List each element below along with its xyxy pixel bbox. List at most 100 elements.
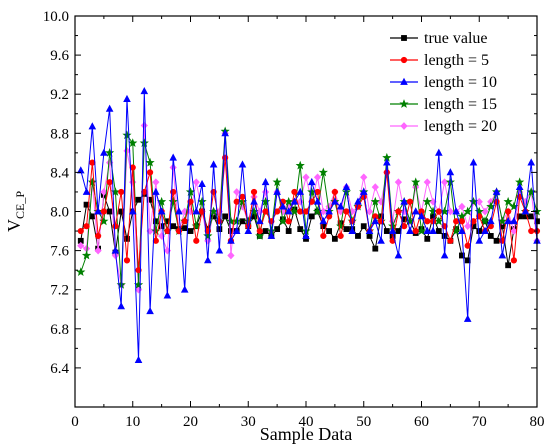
- data-point: [476, 228, 483, 234]
- data-point: [76, 267, 86, 277]
- data-point: [463, 314, 472, 322]
- data-point: [216, 226, 223, 232]
- data-point: [458, 226, 466, 234]
- data-point: [139, 138, 149, 147]
- data-point: [342, 182, 351, 190]
- data-point: [505, 262, 512, 269]
- data-point: [423, 178, 431, 187]
- data-point: [77, 227, 84, 235]
- y-tick-label: 8.8: [50, 126, 69, 142]
- legend-item: true value: [390, 30, 488, 47]
- legend-label: length = 10: [424, 74, 497, 91]
- data-point: [457, 211, 467, 221]
- data-point: [521, 207, 530, 215]
- data-point: [244, 226, 253, 234]
- data-point: [510, 227, 518, 235]
- legend-marker: [399, 99, 409, 108]
- data-point: [503, 196, 513, 206]
- data-point: [307, 177, 316, 186]
- x-tick-label: 30: [241, 414, 256, 430]
- data-point: [383, 158, 391, 166]
- legend-item: length = 5: [390, 52, 489, 69]
- series-line-length-10: [80, 91, 538, 361]
- data-point: [145, 157, 155, 167]
- series-length-10: [76, 87, 541, 363]
- data-point: [446, 168, 455, 176]
- y-tick-label: 9.6: [50, 48, 69, 64]
- data-point: [429, 218, 437, 225]
- data-point: [94, 232, 102, 240]
- data-point: [134, 355, 143, 363]
- data-point: [168, 196, 178, 206]
- data-point: [337, 232, 344, 240]
- data-point: [290, 197, 299, 205]
- data-point: [406, 226, 414, 234]
- data-point: [250, 197, 258, 205]
- series-layer: [76, 87, 542, 363]
- data-point: [354, 197, 362, 205]
- data-point: [273, 187, 281, 195]
- data-point: [106, 179, 113, 186]
- data-point: [87, 177, 97, 187]
- data-point: [209, 160, 218, 168]
- data-point: [302, 231, 310, 239]
- data-point: [474, 206, 484, 216]
- data-point: [318, 167, 328, 177]
- data-point: [355, 233, 361, 239]
- y-tick-label: 7.6: [50, 244, 69, 260]
- data-point: [164, 227, 171, 235]
- data-point: [365, 226, 374, 234]
- y-tick-label: 7.2: [50, 283, 69, 299]
- data-point: [262, 208, 269, 215]
- data-point: [222, 154, 229, 161]
- data-point: [239, 193, 246, 200]
- data-point: [416, 226, 427, 235]
- data-point: [180, 285, 189, 293]
- data-point: [360, 223, 367, 230]
- data-point: [325, 207, 333, 215]
- data-point: [337, 207, 345, 216]
- data-point: [492, 187, 501, 195]
- data-point: [504, 217, 512, 225]
- legend-label: length = 20: [424, 118, 497, 135]
- data-point: [187, 228, 194, 234]
- data-point: [480, 216, 490, 226]
- data-point: [94, 207, 102, 215]
- data-point: [354, 203, 362, 210]
- data-point: [157, 207, 166, 215]
- data-point: [412, 183, 420, 191]
- x-tick-label: 50: [356, 414, 371, 430]
- data-point: [470, 218, 477, 225]
- data-point: [331, 188, 338, 196]
- data-point: [411, 177, 421, 187]
- data-point: [475, 236, 484, 244]
- data-point: [445, 177, 455, 187]
- data-point: [77, 241, 85, 250]
- x-tick-label: 70: [472, 414, 487, 430]
- x-tick-label: 80: [530, 414, 545, 430]
- data-point: [116, 279, 126, 289]
- data-point: [89, 213, 96, 220]
- data-point: [123, 257, 131, 264]
- data-point: [377, 236, 385, 244]
- data-point: [336, 202, 345, 210]
- x-axis-title: Sample Data: [260, 424, 352, 444]
- data-point: [128, 138, 138, 147]
- data-point: [326, 228, 332, 234]
- data-point: [528, 213, 535, 220]
- data-point: [441, 233, 448, 239]
- data-point: [170, 223, 177, 230]
- data-point: [203, 231, 213, 240]
- data-point: [262, 228, 269, 234]
- data-point: [422, 196, 432, 206]
- data-point: [169, 153, 177, 161]
- data-point: [487, 217, 495, 225]
- data-point: [313, 173, 322, 182]
- data-point: [487, 233, 494, 239]
- data-point: [128, 207, 137, 215]
- data-point: [76, 166, 85, 174]
- data-point: [105, 104, 114, 112]
- legend-label: length = 15: [424, 96, 497, 113]
- data-point: [82, 187, 91, 195]
